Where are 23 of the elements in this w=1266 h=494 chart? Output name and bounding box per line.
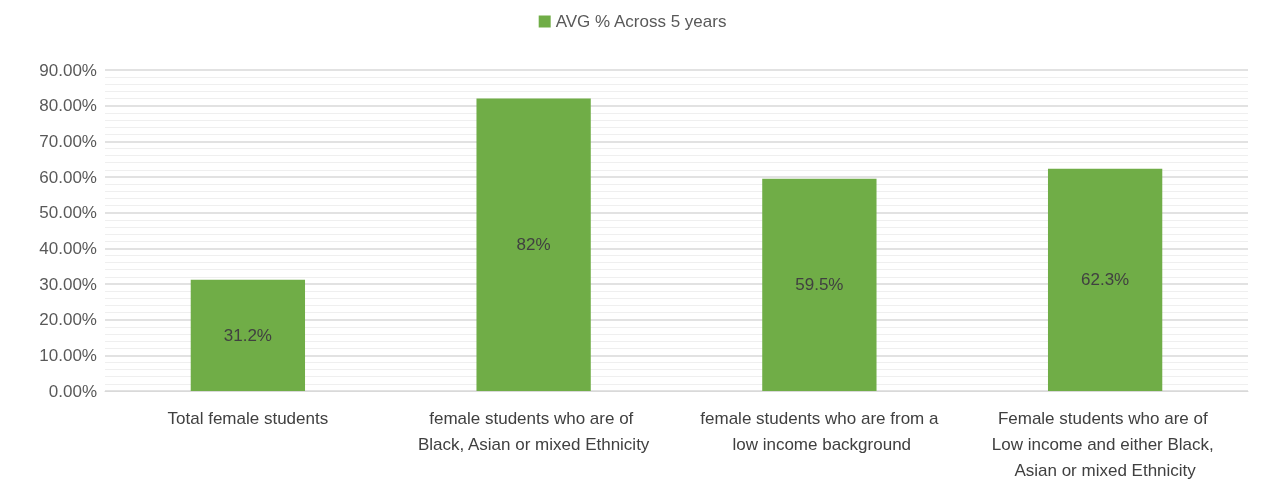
data-label: 82% (516, 235, 551, 255)
bar (762, 178, 877, 391)
bar (190, 279, 306, 391)
y-tick-label: 90.00% (39, 60, 97, 80)
data-label: 31.2% (223, 325, 272, 345)
y-tick-label: 80.00% (39, 96, 97, 116)
y-tick-label: 60.00% (39, 167, 97, 187)
y-tick-label: 40.00% (39, 238, 97, 258)
bar (476, 98, 591, 391)
x-tick-label: female students who are from a low income background (700, 408, 939, 454)
data-label: 62.3% (1081, 270, 1130, 290)
y-tick-label: 50.00% (39, 203, 97, 223)
y-tick-label: 70.00% (39, 131, 97, 151)
data-label: 59.5% (795, 275, 844, 295)
legend-label: AVG % Across 5 years (555, 12, 727, 31)
x-tick-label: Female students who are of Low income and either Black, Asian or mixed Ethnicity (991, 408, 1219, 480)
x-tick-label: female students who are of Black, Asian or mixed Ethnicity (417, 408, 650, 454)
bar (1047, 168, 1163, 391)
y-tick-label: 20.00% (39, 310, 97, 330)
y-tick-label: 10.00% (39, 345, 97, 365)
x-tick-label: Total female students (167, 408, 329, 428)
y-tick-label: 30.00% (39, 274, 97, 294)
y-tick-label: 0.00% (48, 381, 97, 401)
